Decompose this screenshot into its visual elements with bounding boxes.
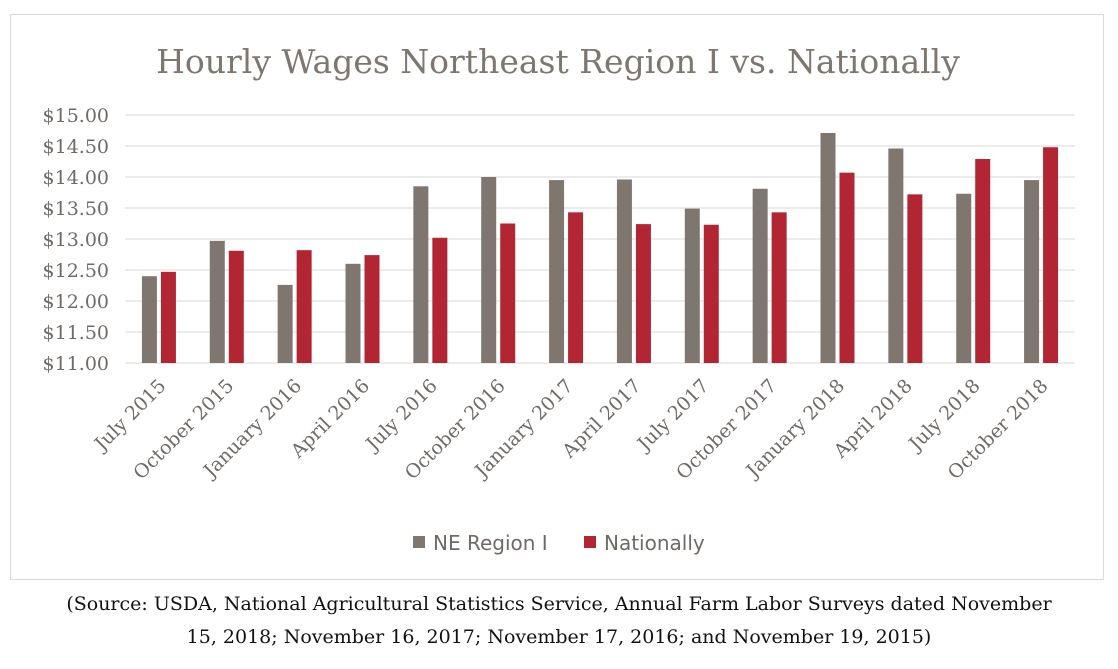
legend-label-nationally: Nationally [604, 531, 705, 555]
chart-title: Hourly Wages Northeast Region I vs. Nati… [156, 42, 960, 81]
bar-nationally [364, 255, 380, 363]
bar-nationally [568, 212, 584, 363]
bar-nationally [771, 212, 787, 363]
y-tick-label: $13.00 [43, 229, 109, 251]
bar-ne-region-i [888, 148, 904, 363]
bar-nationally [1043, 147, 1059, 363]
bar-ne-region-i [277, 284, 293, 363]
bar-ne-region-i [549, 180, 565, 363]
legend-label-ne-region-i: NE Region I [433, 531, 548, 555]
bar-ne-region-i [209, 240, 225, 363]
bar-ne-region-i [481, 177, 497, 363]
bar-ne-region-i [413, 186, 429, 363]
bar-ne-region-i [1024, 180, 1040, 363]
bar-nationally [839, 172, 855, 363]
y-tick-label: $14.00 [43, 167, 109, 189]
bar-nationally [703, 224, 719, 363]
y-tick-label: $11.50 [43, 322, 109, 344]
legend-swatch-nationally [584, 536, 596, 548]
y-tick-label: $11.00 [43, 353, 109, 375]
source-note: (Source: USDA, National Agricultural Sta… [0, 588, 1118, 654]
bar-ne-region-i [684, 208, 700, 363]
y-axis-ticks: $15.00 $14.50 $14.00 $13.50 $13.00 $12.50 $12.… [43, 105, 109, 375]
bar-ne-region-i [616, 179, 632, 363]
y-tick-label: $12.50 [43, 260, 109, 282]
bar-nationally [975, 159, 991, 363]
bar-nationally [296, 250, 312, 363]
bar-ne-region-i [345, 263, 361, 363]
bar-nationally [907, 194, 923, 363]
bar-nationally [228, 250, 244, 363]
y-tick-label: $13.50 [43, 198, 109, 220]
bar-ne-region-i [956, 193, 972, 363]
gridlines [125, 114, 1075, 364]
legend: NE Region I Nationally [413, 531, 705, 555]
y-tick-label: $14.50 [43, 136, 109, 158]
chart-frame: Hourly Wages Northeast Region I vs. Nati… [10, 14, 1104, 580]
bar-nationally [160, 271, 176, 363]
bar-ne-region-i [141, 276, 157, 363]
bar-ne-region-i [820, 132, 836, 363]
bar-chart: Hourly Wages Northeast Region I vs. Nati… [43, 42, 1075, 555]
bar-nationally [635, 224, 651, 363]
source-note-line-1: (Source: USDA, National Agricultural Sta… [66, 593, 1052, 615]
bar-nationally [500, 223, 516, 363]
bar-nationally [432, 237, 448, 363]
source-note-line-2: 15, 2018; November 16, 2017; November 17… [186, 626, 932, 648]
bars [141, 132, 1059, 363]
legend-swatch-ne-region-i [413, 536, 425, 548]
bar-ne-region-i [752, 188, 768, 363]
y-tick-label: $12.00 [43, 291, 109, 313]
y-tick-label: $15.00 [43, 105, 109, 127]
